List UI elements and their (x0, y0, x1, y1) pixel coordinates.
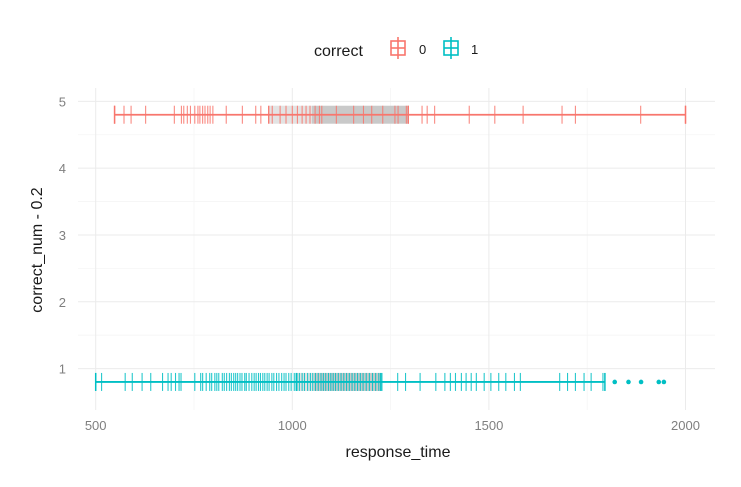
legend-label-1: 1 (471, 42, 478, 57)
x-tick-label: 1500 (474, 418, 503, 433)
y-tick-label: 1 (59, 362, 66, 377)
series-0 (113, 105, 687, 124)
plot-area (94, 105, 687, 391)
legend-key-0 (390, 37, 406, 59)
series-1 (94, 372, 667, 391)
legend-title: correct (314, 43, 363, 60)
legend: correct 0 1 (314, 37, 478, 60)
outlier-point (638, 379, 644, 385)
legend-label-0: 0 (419, 42, 426, 57)
y-axis-title: correct_num - 0.2 (29, 187, 46, 312)
x-tick-label: 1000 (278, 418, 307, 433)
y-tick-label: 2 (59, 295, 66, 310)
outlier-point (661, 379, 667, 385)
y-tick-label: 4 (59, 161, 66, 176)
y-tick-label: 3 (59, 228, 66, 243)
axes: 500 1000 1500 2000 1 2 3 4 5 (59, 94, 700, 433)
outlier-point (656, 379, 662, 385)
legend-key-1 (443, 37, 459, 59)
x-tick-label: 2000 (671, 418, 700, 433)
outlier-point (626, 379, 631, 385)
y-tick-label: 5 (59, 94, 66, 109)
x-axis-title: response_time (346, 444, 451, 461)
grid (78, 88, 715, 410)
x-tick-label: 500 (85, 418, 107, 433)
outlier-point (612, 379, 618, 385)
